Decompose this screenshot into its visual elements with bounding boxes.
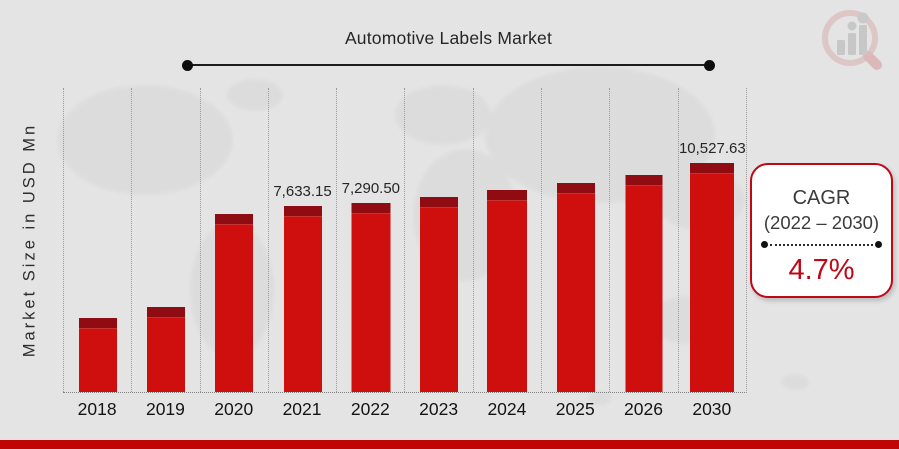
- plot-area: 7,633.15 7,290.50 10,527.63: [63, 88, 747, 393]
- bar-slot-2025: [541, 88, 609, 392]
- cagr-callout-box: CAGR (2022 – 2030) 4.7%: [750, 163, 893, 298]
- divider-end-dot: [761, 241, 768, 248]
- bottom-accent-strip: [0, 440, 899, 449]
- bar-slot-2030: 10,527.63: [677, 88, 746, 392]
- bar-cap: [78, 318, 117, 329]
- magnifier-bar-chart-logo-icon: [822, 10, 882, 70]
- bar-cap: [487, 190, 528, 201]
- bar-value-label-2021: 7,633.15: [273, 183, 332, 200]
- bar-2030: [690, 163, 735, 392]
- x-axis-labels: 2018 2019 2020 2021 2022 2023 2024 2025 2026 2030: [63, 399, 746, 420]
- bar-slot-2023: [404, 88, 472, 392]
- divider-end-dot: [875, 241, 882, 248]
- bar-2021: [283, 206, 322, 392]
- bar-cap: [215, 214, 254, 225]
- y-axis-label: Market Size in USD Mn: [20, 122, 39, 358]
- bar-slot-2018: [63, 88, 131, 392]
- chart-title: Automotive Labels Market: [344, 28, 553, 48]
- bar-cap: [625, 175, 663, 186]
- x-axis-label-2024: 2024: [487, 399, 527, 419]
- bar-2023: [420, 197, 459, 392]
- bar-slot-2020: [199, 88, 268, 392]
- bar-slot-2024: [472, 88, 541, 392]
- bar-cap: [420, 197, 459, 208]
- bar-2018: [78, 318, 117, 392]
- bar-2020: [215, 214, 254, 392]
- bar-2024: [487, 190, 528, 392]
- x-axis-label-2020: 2020: [214, 399, 254, 419]
- bar-value-label-2030: 10,527.63: [678, 140, 746, 157]
- divider-dotted-line: [770, 243, 873, 246]
- x-axis-label-2026: 2026: [624, 399, 663, 419]
- cagr-value: 4.7%: [788, 254, 855, 286]
- x-axis-label-2019: 2019: [145, 399, 185, 419]
- bar-slot-2026: [609, 88, 677, 392]
- bar-slot-2022: 7,290.50: [336, 88, 404, 392]
- bar-2022: [351, 203, 391, 392]
- bar-cap: [146, 307, 185, 318]
- cagr-heading: CAGR: [792, 187, 851, 209]
- bar-value-label-2022: 7,290.50: [341, 180, 401, 197]
- bar-2025: [556, 183, 595, 392]
- bar-2026: [625, 175, 663, 392]
- bar-2019: [146, 307, 185, 392]
- bar-slot-2019: [131, 88, 199, 392]
- x-axis-label-2021: 2021: [282, 399, 322, 419]
- x-axis-label-2030: 2030: [692, 399, 732, 419]
- bar-cap: [351, 203, 391, 214]
- bar-slot-2021: 7,633.15: [267, 88, 336, 392]
- x-axis-label-2018: 2018: [77, 399, 117, 419]
- bar-cap: [283, 206, 322, 217]
- cagr-range: (2022 – 2030): [763, 212, 880, 233]
- x-axis-label-2022: 2022: [350, 399, 390, 419]
- cagr-dotted-divider: [761, 241, 882, 248]
- x-axis-label-2023: 2023: [419, 399, 459, 419]
- x-axis-label-2025: 2025: [555, 399, 595, 419]
- title-underline: [182, 59, 715, 71]
- bar-cap: [556, 183, 595, 194]
- bar-cap: [690, 163, 735, 174]
